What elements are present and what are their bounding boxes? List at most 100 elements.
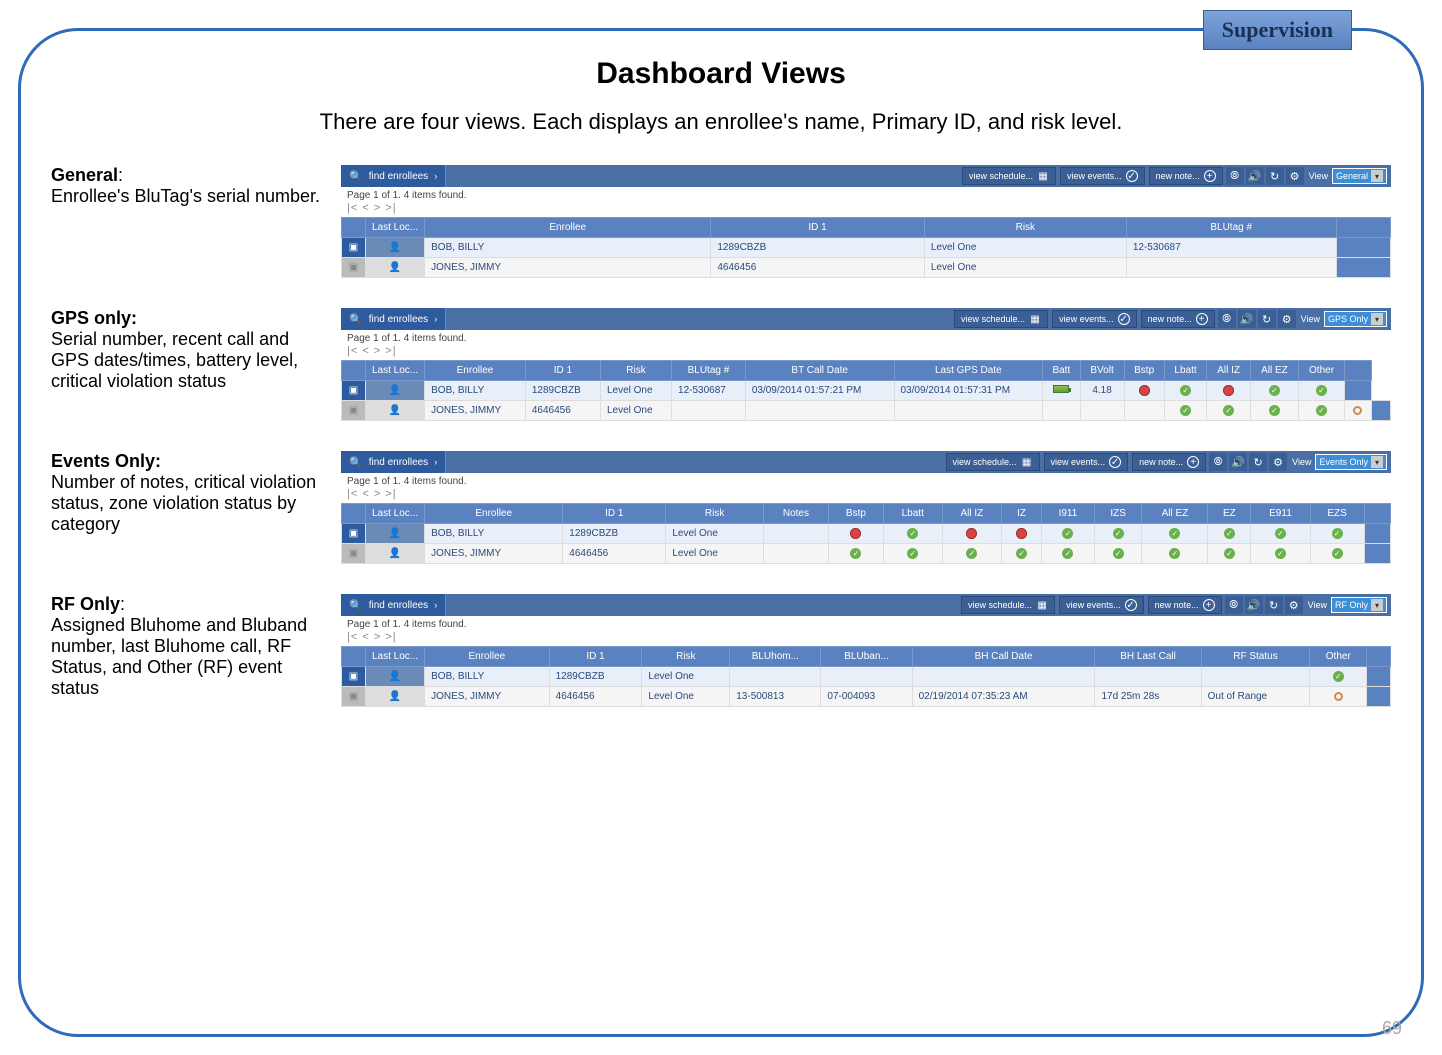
- col-header[interactable]: Risk: [666, 504, 764, 524]
- view-events-button[interactable]: view events...✓: [1059, 596, 1144, 614]
- table-row[interactable]: ▣👤BOB, BILLY1289CBZBLevel One12-53068703…: [342, 381, 1391, 401]
- col-header[interactable]: E911: [1251, 504, 1310, 524]
- table-row[interactable]: ▣👤JONES, JIMMY4646456Level One✓✓✓✓: [342, 401, 1391, 421]
- col-header[interactable]: Last Loc...: [366, 647, 425, 667]
- col-header[interactable]: [342, 218, 366, 238]
- find-enrollees[interactable]: 🔍find enrollees›: [341, 594, 446, 616]
- toolbar-icon-2[interactable]: 🔊: [1246, 167, 1264, 185]
- find-enrollees[interactable]: 🔍find enrollees›: [341, 165, 446, 187]
- table-row[interactable]: ▣👤BOB, BILLY1289CBZBLevel One✓: [342, 667, 1391, 687]
- col-header[interactable]: [342, 361, 366, 381]
- col-header[interactable]: BH Call Date: [912, 647, 1095, 667]
- col-header[interactable]: BLUtag #: [672, 361, 746, 381]
- col-header[interactable]: All IZ: [942, 504, 1002, 524]
- col-header[interactable]: Enrollee: [425, 647, 549, 667]
- view-schedule-button[interactable]: view schedule...▦: [961, 596, 1055, 614]
- col-header[interactable]: [342, 504, 366, 524]
- col-header[interactable]: IZ: [1002, 504, 1042, 524]
- col-header[interactable]: Last GPS Date: [894, 361, 1043, 381]
- col-header[interactable]: RF Status: [1201, 647, 1310, 667]
- col-header[interactable]: Enrollee: [425, 218, 711, 238]
- col-header[interactable]: BH Last Call: [1095, 647, 1201, 667]
- col-header[interactable]: Last Loc...: [366, 361, 425, 381]
- table-row[interactable]: ▣👤JONES, JIMMY4646456Level One13-5008130…: [342, 687, 1391, 707]
- col-header[interactable]: Risk: [600, 361, 671, 381]
- col-header[interactable]: Other: [1298, 361, 1344, 381]
- toolbar-icon-4[interactable]: ⚙: [1285, 596, 1303, 614]
- view-events-button[interactable]: view events...✓: [1060, 167, 1145, 185]
- col-header[interactable]: Lbatt: [883, 504, 942, 524]
- pager[interactable]: |< < > >|: [341, 631, 1391, 646]
- col-header[interactable]: Enrollee: [425, 504, 563, 524]
- col-header[interactable]: I911: [1042, 504, 1095, 524]
- toolbar-icon-4[interactable]: ⚙: [1286, 167, 1304, 185]
- toolbar-icon-3[interactable]: ↻: [1249, 453, 1267, 471]
- col-header[interactable]: IZS: [1094, 504, 1142, 524]
- new-note-button[interactable]: new note...+: [1148, 596, 1222, 614]
- col-header[interactable]: Batt: [1043, 361, 1080, 381]
- col-header[interactable]: BVolt: [1080, 361, 1124, 381]
- table-cell: [821, 667, 912, 687]
- col-header[interactable]: Risk: [642, 647, 730, 667]
- view-events-button[interactable]: view events...✓: [1052, 310, 1137, 328]
- toolbar-icon-2[interactable]: 🔊: [1229, 453, 1247, 471]
- page-summary: Page 1 of 1. 4 items found.: [341, 330, 1391, 345]
- view-schedule-button[interactable]: view schedule...▦: [946, 453, 1040, 471]
- col-header[interactable]: [342, 647, 366, 667]
- col-header[interactable]: Last Loc...: [366, 218, 425, 238]
- view-events-button[interactable]: view events...✓: [1044, 453, 1129, 471]
- table-row[interactable]: ▣👤JONES, JIMMY4646456Level One✓✓✓✓✓✓✓✓✓✓: [342, 544, 1391, 564]
- view-selector[interactable]: ViewGeneral▾: [1309, 168, 1387, 184]
- col-header[interactable]: BLUtag #: [1126, 218, 1336, 238]
- pager[interactable]: |< < > >|: [341, 488, 1391, 503]
- col-header[interactable]: BT Call Date: [745, 361, 894, 381]
- find-enrollees[interactable]: 🔍find enrollees›: [341, 451, 446, 473]
- toolbar-icon-1[interactable]: ⦾: [1218, 310, 1236, 328]
- col-header[interactable]: All EZ: [1250, 361, 1298, 381]
- toolbar-icon-3[interactable]: ↻: [1258, 310, 1276, 328]
- col-header[interactable]: Bstp: [1124, 361, 1164, 381]
- col-header[interactable]: ID 1: [525, 361, 600, 381]
- toolbar-icon-4[interactable]: ⚙: [1269, 453, 1287, 471]
- table-row[interactable]: ▣👤BOB, BILLY1289CBZBLevel One✓✓✓✓✓✓✓: [342, 524, 1391, 544]
- col-header[interactable]: Risk: [924, 218, 1126, 238]
- toolbar-icon-1[interactable]: ⦾: [1226, 167, 1244, 185]
- toolbar-icon-3[interactable]: ↻: [1265, 596, 1283, 614]
- col-header[interactable]: Last Loc...: [366, 504, 425, 524]
- col-header[interactable]: All IZ: [1207, 361, 1250, 381]
- view-schedule-button[interactable]: view schedule...▦: [962, 167, 1056, 185]
- table-row[interactable]: ▣👤JONES, JIMMY4646456Level One: [342, 258, 1391, 278]
- status-alert-icon: [1139, 385, 1150, 396]
- view-schedule-button[interactable]: view schedule...▦: [954, 310, 1048, 328]
- col-header[interactable]: BLUhom...: [730, 647, 821, 667]
- col-header[interactable]: ID 1: [563, 504, 666, 524]
- find-enrollees[interactable]: 🔍find enrollees›: [341, 308, 446, 330]
- col-header[interactable]: All EZ: [1142, 504, 1208, 524]
- col-header[interactable]: EZS: [1310, 504, 1364, 524]
- col-header[interactable]: ID 1: [711, 218, 924, 238]
- toolbar-icon-1[interactable]: ⦾: [1225, 596, 1243, 614]
- view-selector[interactable]: ViewGPS Only▾: [1301, 311, 1387, 327]
- toolbar-icon-1[interactable]: ⦾: [1209, 453, 1227, 471]
- table-row[interactable]: ▣👤BOB, BILLY1289CBZBLevel One12-530687: [342, 238, 1391, 258]
- view-selector[interactable]: ViewEvents Only▾: [1292, 454, 1387, 470]
- col-header[interactable]: Bstp: [828, 504, 883, 524]
- pager[interactable]: |< < > >|: [341, 345, 1391, 360]
- toolbar-icon-2[interactable]: 🔊: [1245, 596, 1263, 614]
- col-header[interactable]: BLUban...: [821, 647, 912, 667]
- new-note-button[interactable]: new note...+: [1149, 167, 1223, 185]
- col-header[interactable]: Other: [1310, 647, 1367, 667]
- new-note-button[interactable]: new note...+: [1132, 453, 1206, 471]
- toolbar-icon-2[interactable]: 🔊: [1238, 310, 1256, 328]
- col-header[interactable]: EZ: [1208, 504, 1251, 524]
- toolbar-icon-3[interactable]: ↻: [1266, 167, 1284, 185]
- col-header[interactable]: ID 1: [549, 647, 642, 667]
- toolbar-icon-4[interactable]: ⚙: [1278, 310, 1296, 328]
- col-header[interactable]: Lbatt: [1164, 361, 1207, 381]
- view-selector[interactable]: ViewRF Only▾: [1308, 597, 1387, 613]
- table-cell: [1002, 524, 1042, 544]
- col-header[interactable]: Enrollee: [425, 361, 526, 381]
- new-note-button[interactable]: new note...+: [1141, 310, 1215, 328]
- pager[interactable]: |< < > >|: [341, 202, 1391, 217]
- col-header[interactable]: Notes: [763, 504, 828, 524]
